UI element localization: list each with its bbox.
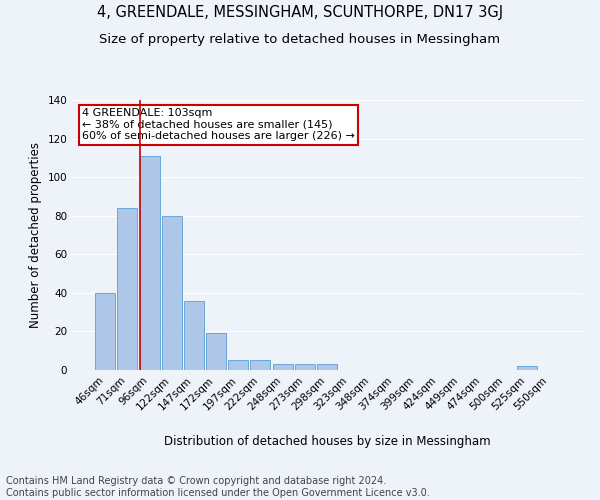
Bar	[250, 360, 271, 370]
Bar	[206, 334, 226, 370]
Bar	[228, 360, 248, 370]
Text: 4 GREENDALE: 103sqm
← 38% of detached houses are smaller (145)
60% of semi-detac: 4 GREENDALE: 103sqm ← 38% of detached ho…	[82, 108, 355, 142]
Bar	[517, 366, 536, 370]
Bar	[317, 364, 337, 370]
Bar	[184, 300, 204, 370]
Bar	[162, 216, 182, 370]
Text: 4, GREENDALE, MESSINGHAM, SCUNTHORPE, DN17 3GJ: 4, GREENDALE, MESSINGHAM, SCUNTHORPE, DN…	[97, 5, 503, 20]
Bar	[295, 364, 315, 370]
Y-axis label: Number of detached properties: Number of detached properties	[29, 142, 42, 328]
Bar	[140, 156, 160, 370]
Text: Contains HM Land Registry data © Crown copyright and database right 2024.
Contai: Contains HM Land Registry data © Crown c…	[6, 476, 430, 498]
Text: Distribution of detached houses by size in Messingham: Distribution of detached houses by size …	[164, 435, 490, 448]
Bar	[118, 208, 137, 370]
Bar	[95, 293, 115, 370]
Bar	[272, 364, 293, 370]
Text: Size of property relative to detached houses in Messingham: Size of property relative to detached ho…	[100, 32, 500, 46]
